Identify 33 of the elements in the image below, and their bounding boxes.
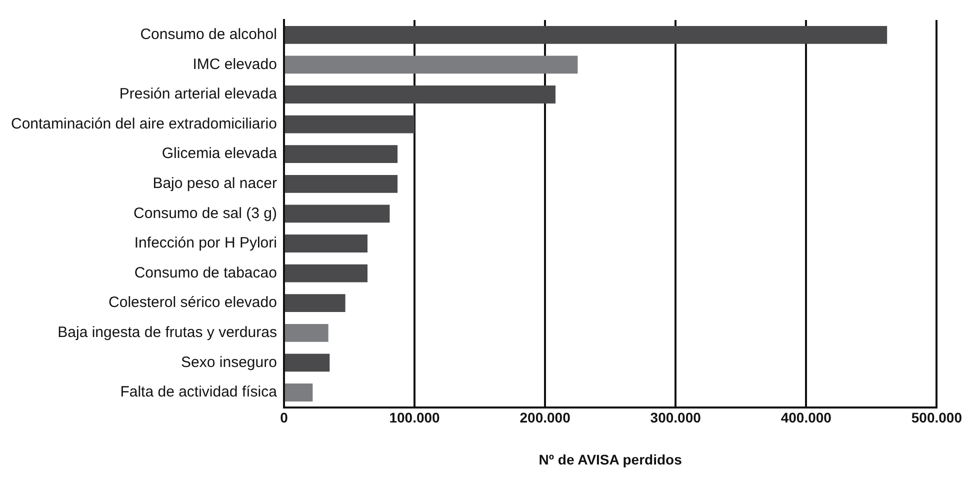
y-tick-label: Consumo de tabacao xyxy=(134,264,277,282)
y-tick-label: Colesterol sérico elevado xyxy=(108,294,277,312)
y-tick-label: Glicemia elevada xyxy=(162,145,278,162)
x-tick-label: 500.000 xyxy=(911,410,962,426)
x-tick-label: 400.000 xyxy=(780,410,832,426)
bar xyxy=(284,354,330,372)
y-tick-label: Presión arterial elevada xyxy=(119,86,278,103)
x-tick-label: 200.000 xyxy=(520,410,571,426)
bar xyxy=(284,115,415,134)
x-tick-label: 100.000 xyxy=(389,410,440,426)
bar xyxy=(284,234,368,252)
y-tick-label: Infección por H Pylori xyxy=(134,234,277,252)
bar xyxy=(284,145,398,164)
bar xyxy=(284,264,368,282)
bar xyxy=(284,86,556,104)
y-tick-label: Falta de actividad física xyxy=(120,384,278,401)
y-tick-label: Baja ingesta de frutas y verduras xyxy=(58,324,277,342)
bar xyxy=(284,26,888,44)
bar xyxy=(284,204,390,223)
x-tick-label: 0 xyxy=(280,410,288,426)
x-axis-title: Nº de AVISA perdidos xyxy=(538,451,682,468)
bar xyxy=(284,384,313,402)
bar xyxy=(284,174,398,193)
bar xyxy=(284,324,328,342)
y-tick-label: IMC elevado xyxy=(192,56,277,73)
y-tick-label: Consumo de sal (3 g) xyxy=(134,204,277,222)
bar xyxy=(284,294,346,312)
y-tick-label: Consumo de alcohol xyxy=(140,26,277,44)
x-tick-label: 300.000 xyxy=(650,410,702,426)
y-tick-label: Sexo inseguro xyxy=(181,354,277,371)
bar xyxy=(284,56,578,74)
y-tick-label: Contaminación del aire extradomiciliario xyxy=(10,115,277,132)
y-tick-label: Bajo peso al nacer xyxy=(152,175,277,192)
